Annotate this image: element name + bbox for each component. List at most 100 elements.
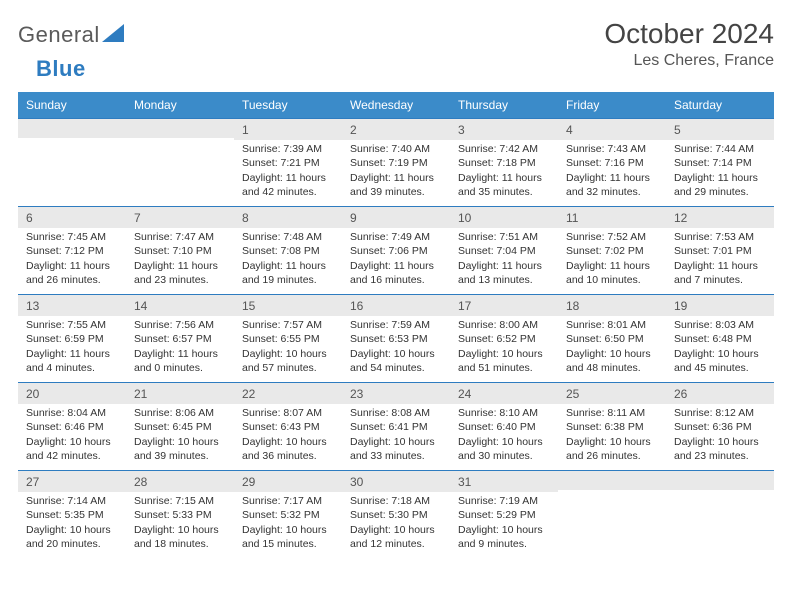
day-details: Sunrise: 8:08 AMSunset: 6:41 PMDaylight:…	[342, 404, 450, 467]
day-number: 15	[234, 294, 342, 316]
day-number: 21	[126, 382, 234, 404]
calendar-day-cell: 29Sunrise: 7:17 AMSunset: 5:32 PMDayligh…	[234, 470, 342, 558]
sunset-text: Sunset: 7:04 PM	[458, 244, 550, 258]
calendar-day-cell: 13Sunrise: 7:55 AMSunset: 6:59 PMDayligh…	[18, 294, 126, 382]
sunrise-text: Sunrise: 8:03 AM	[674, 318, 766, 332]
daylight-text: Daylight: 11 hours and 16 minutes.	[350, 259, 442, 287]
day-details: Sunrise: 8:07 AMSunset: 6:43 PMDaylight:…	[234, 404, 342, 467]
daylight-text: Daylight: 11 hours and 32 minutes.	[566, 171, 658, 199]
day-details: Sunrise: 8:12 AMSunset: 6:36 PMDaylight:…	[666, 404, 774, 467]
day-number: 9	[342, 206, 450, 228]
daylight-text: Daylight: 11 hours and 10 minutes.	[566, 259, 658, 287]
sunset-text: Sunset: 5:29 PM	[458, 508, 550, 522]
day-number: 12	[666, 206, 774, 228]
day-details: Sunrise: 8:00 AMSunset: 6:52 PMDaylight:…	[450, 316, 558, 379]
weekday-header-row: Sunday Monday Tuesday Wednesday Thursday…	[18, 92, 774, 118]
sunrise-text: Sunrise: 7:14 AM	[26, 494, 118, 508]
sunset-text: Sunset: 6:59 PM	[26, 332, 118, 346]
sunset-text: Sunset: 5:35 PM	[26, 508, 118, 522]
day-details: Sunrise: 7:42 AMSunset: 7:18 PMDaylight:…	[450, 140, 558, 203]
day-number: 7	[126, 206, 234, 228]
sunrise-text: Sunrise: 8:10 AM	[458, 406, 550, 420]
day-number: 6	[18, 206, 126, 228]
day-number: 8	[234, 206, 342, 228]
sunrise-text: Sunrise: 7:59 AM	[350, 318, 442, 332]
location-label: Les Cheres, France	[604, 52, 774, 70]
day-details: Sunrise: 8:11 AMSunset: 6:38 PMDaylight:…	[558, 404, 666, 467]
daylight-text: Daylight: 10 hours and 39 minutes.	[134, 435, 226, 463]
calendar-week-row: 6Sunrise: 7:45 AMSunset: 7:12 PMDaylight…	[18, 206, 774, 294]
empty-day-header	[558, 470, 666, 490]
sunset-text: Sunset: 6:46 PM	[26, 420, 118, 434]
day-number: 30	[342, 470, 450, 492]
calendar-day-cell: 2Sunrise: 7:40 AMSunset: 7:19 PMDaylight…	[342, 118, 450, 206]
daylight-text: Daylight: 10 hours and 26 minutes.	[566, 435, 658, 463]
sunset-text: Sunset: 7:01 PM	[674, 244, 766, 258]
empty-day-header	[18, 118, 126, 138]
daylight-text: Daylight: 10 hours and 23 minutes.	[674, 435, 766, 463]
sunset-text: Sunset: 6:57 PM	[134, 332, 226, 346]
sunset-text: Sunset: 6:53 PM	[350, 332, 442, 346]
sunset-text: Sunset: 6:36 PM	[674, 420, 766, 434]
day-details: Sunrise: 7:19 AMSunset: 5:29 PMDaylight:…	[450, 492, 558, 555]
sunset-text: Sunset: 6:52 PM	[458, 332, 550, 346]
calendar-day-cell: 7Sunrise: 7:47 AMSunset: 7:10 PMDaylight…	[126, 206, 234, 294]
calendar-day-cell: 8Sunrise: 7:48 AMSunset: 7:08 PMDaylight…	[234, 206, 342, 294]
weekday-header: Friday	[558, 92, 666, 118]
day-details: Sunrise: 8:06 AMSunset: 6:45 PMDaylight:…	[126, 404, 234, 467]
weekday-header: Sunday	[18, 92, 126, 118]
daylight-text: Daylight: 10 hours and 20 minutes.	[26, 523, 118, 551]
day-number: 2	[342, 118, 450, 140]
day-details: Sunrise: 8:04 AMSunset: 6:46 PMDaylight:…	[18, 404, 126, 467]
sunset-text: Sunset: 6:43 PM	[242, 420, 334, 434]
daylight-text: Daylight: 10 hours and 12 minutes.	[350, 523, 442, 551]
sunrise-text: Sunrise: 7:17 AM	[242, 494, 334, 508]
calendar-day-cell: 31Sunrise: 7:19 AMSunset: 5:29 PMDayligh…	[450, 470, 558, 558]
weekday-header: Wednesday	[342, 92, 450, 118]
sunrise-text: Sunrise: 8:06 AM	[134, 406, 226, 420]
sunset-text: Sunset: 7:02 PM	[566, 244, 658, 258]
sunset-text: Sunset: 6:50 PM	[566, 332, 658, 346]
daylight-text: Daylight: 11 hours and 35 minutes.	[458, 171, 550, 199]
daylight-text: Daylight: 11 hours and 0 minutes.	[134, 347, 226, 375]
sunrise-text: Sunrise: 7:52 AM	[566, 230, 658, 244]
day-details: Sunrise: 7:55 AMSunset: 6:59 PMDaylight:…	[18, 316, 126, 379]
day-details: Sunrise: 7:52 AMSunset: 7:02 PMDaylight:…	[558, 228, 666, 291]
day-details: Sunrise: 7:51 AMSunset: 7:04 PMDaylight:…	[450, 228, 558, 291]
sunrise-text: Sunrise: 7:40 AM	[350, 142, 442, 156]
daylight-text: Daylight: 11 hours and 4 minutes.	[26, 347, 118, 375]
day-number: 19	[666, 294, 774, 316]
sunrise-text: Sunrise: 8:00 AM	[458, 318, 550, 332]
calendar-day-cell	[126, 118, 234, 206]
calendar-day-cell: 28Sunrise: 7:15 AMSunset: 5:33 PMDayligh…	[126, 470, 234, 558]
calendar-day-cell: 17Sunrise: 8:00 AMSunset: 6:52 PMDayligh…	[450, 294, 558, 382]
daylight-text: Daylight: 10 hours and 9 minutes.	[458, 523, 550, 551]
sunrise-text: Sunrise: 7:57 AM	[242, 318, 334, 332]
daylight-text: Daylight: 10 hours and 42 minutes.	[26, 435, 118, 463]
calendar-day-cell: 14Sunrise: 7:56 AMSunset: 6:57 PMDayligh…	[126, 294, 234, 382]
calendar-day-cell: 24Sunrise: 8:10 AMSunset: 6:40 PMDayligh…	[450, 382, 558, 470]
calendar-day-cell: 9Sunrise: 7:49 AMSunset: 7:06 PMDaylight…	[342, 206, 450, 294]
sunset-text: Sunset: 7:14 PM	[674, 156, 766, 170]
sunrise-text: Sunrise: 7:48 AM	[242, 230, 334, 244]
sunset-text: Sunset: 6:45 PM	[134, 420, 226, 434]
sunset-text: Sunset: 7:18 PM	[458, 156, 550, 170]
day-number: 17	[450, 294, 558, 316]
daylight-text: Daylight: 11 hours and 13 minutes.	[458, 259, 550, 287]
brand-triangle-icon	[102, 24, 124, 47]
day-number: 31	[450, 470, 558, 492]
daylight-text: Daylight: 10 hours and 54 minutes.	[350, 347, 442, 375]
sunrise-text: Sunrise: 7:15 AM	[134, 494, 226, 508]
calendar-day-cell: 1Sunrise: 7:39 AMSunset: 7:21 PMDaylight…	[234, 118, 342, 206]
day-number: 3	[450, 118, 558, 140]
day-number: 4	[558, 118, 666, 140]
sunrise-text: Sunrise: 8:12 AM	[674, 406, 766, 420]
sunrise-text: Sunrise: 7:53 AM	[674, 230, 766, 244]
brand-name-part1: General	[18, 22, 100, 48]
day-details: Sunrise: 8:10 AMSunset: 6:40 PMDaylight:…	[450, 404, 558, 467]
calendar-day-cell: 22Sunrise: 8:07 AMSunset: 6:43 PMDayligh…	[234, 382, 342, 470]
sunrise-text: Sunrise: 8:08 AM	[350, 406, 442, 420]
day-number: 23	[342, 382, 450, 404]
weekday-header: Monday	[126, 92, 234, 118]
calendar-day-cell: 18Sunrise: 8:01 AMSunset: 6:50 PMDayligh…	[558, 294, 666, 382]
